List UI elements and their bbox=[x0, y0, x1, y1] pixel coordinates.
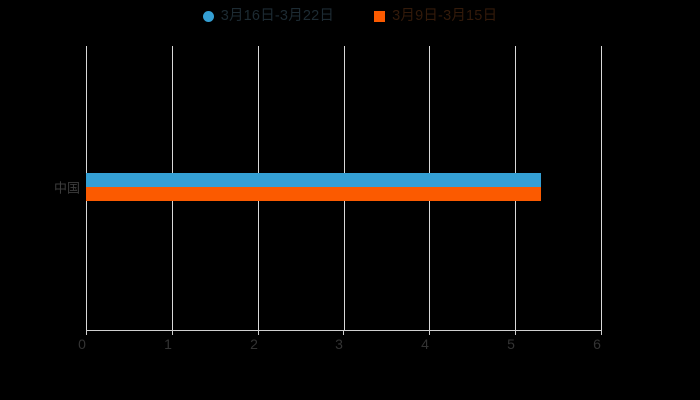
bar-series-1-china[interactable] bbox=[86, 187, 541, 201]
x-tick-label-6: 6 bbox=[593, 336, 601, 352]
x-tick-mark-5 bbox=[515, 330, 516, 335]
chart-legend: 3月16日-3月22日 3月9日-3月15日 bbox=[0, 0, 700, 32]
x-tick-mark-1 bbox=[172, 330, 173, 335]
x-tick-label-1: 1 bbox=[164, 336, 172, 352]
x-tick-mark-4 bbox=[429, 330, 430, 335]
legend-label-1: 3月9日-3月15日 bbox=[392, 7, 498, 24]
x-tick-mark-0 bbox=[86, 330, 87, 335]
legend-marker-square-icon bbox=[374, 10, 386, 22]
x-tick-label-2: 2 bbox=[250, 336, 258, 352]
legend-marker-circle-icon bbox=[202, 10, 214, 22]
gridline-x-6 bbox=[601, 46, 602, 330]
plot-area bbox=[86, 46, 602, 330]
x-tick-mark-2 bbox=[258, 330, 259, 335]
bar-series-0-china[interactable] bbox=[86, 173, 541, 187]
legend-item-1[interactable]: 3月9日-3月15日 bbox=[374, 9, 497, 24]
x-tick-label-0: 0 bbox=[78, 336, 86, 352]
x-tick-mark-6 bbox=[601, 330, 602, 335]
legend-item-0[interactable]: 3月16日-3月22日 bbox=[202, 7, 335, 24]
x-tick-mark-3 bbox=[343, 330, 344, 335]
x-tick-label-3: 3 bbox=[335, 336, 343, 352]
x-tick-label-4: 4 bbox=[421, 336, 429, 352]
y-category-label-0: 中国 bbox=[53, 180, 80, 196]
legend-label-0: 3月16日-3月22日 bbox=[220, 7, 335, 24]
x-axis-line bbox=[86, 330, 602, 331]
x-tick-label-5: 5 bbox=[507, 336, 515, 352]
